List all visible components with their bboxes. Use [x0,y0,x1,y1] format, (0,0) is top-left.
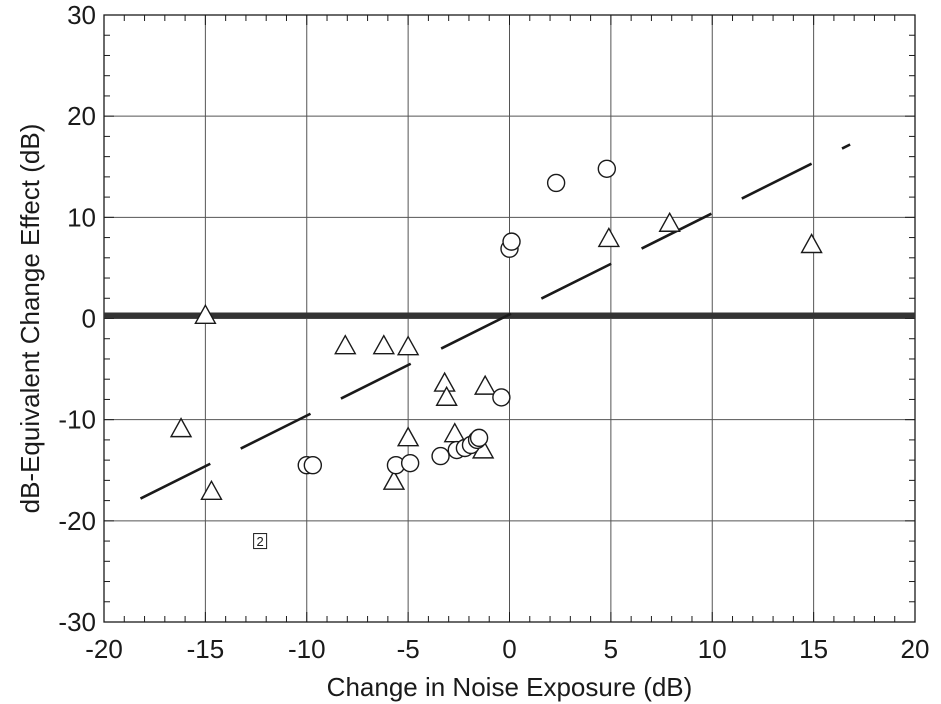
triangle-point [382,469,406,490]
x-axis-title: Change in Noise Exposure (dB) [327,672,693,702]
y-tick-label: -30 [58,607,96,637]
triangle-point [800,233,823,254]
x-tick-label: -15 [187,634,225,664]
x-tick-label: 0 [502,634,516,664]
triangle-point [200,479,223,501]
minor-ticks [103,14,916,623]
grid-lines [103,14,916,623]
y-tick-label: 10 [67,202,96,232]
reference-lines [104,143,915,500]
circle-point [546,173,566,193]
plot-frame [103,14,916,623]
triangle-point [597,226,621,248]
circle-point [502,232,521,251]
y-axis-title: dB-Equivalent Change Effect (dB) [15,124,45,514]
triangle-point [396,426,420,447]
triangle-point [169,417,193,438]
circle-point [492,388,511,407]
x-tick-label: -5 [397,634,420,664]
x-tick-label: -20 [85,634,123,664]
circle-point [431,446,450,466]
circle-point [597,159,617,178]
x-tick-label: 5 [604,634,618,664]
triangle-point [372,334,395,355]
annotation-box [253,533,268,550]
circle-point [469,428,489,448]
y-tick-label: 20 [67,101,96,131]
triangle-point [194,303,217,325]
annotations: 2 [253,533,268,550]
circle-point [303,455,323,475]
triangle-point [396,335,420,356]
y-tick-label: -10 [58,405,96,435]
y-tick-label: -20 [58,506,96,536]
annotation-label: 2 [257,534,264,549]
triangle-point [658,211,681,232]
triangle-point [473,374,497,395]
circle-point [400,453,420,473]
triangle-point [334,334,357,355]
x-tick-label: 15 [799,634,828,664]
y-tick-label: 0 [82,304,96,334]
x-tick-label: 10 [698,634,727,664]
triangle-point [435,385,458,406]
x-tick-label: 20 [901,634,930,664]
trend-line-dashed [139,143,851,500]
y-tick-label: 30 [67,0,96,30]
x-tick-label: -10 [288,634,326,664]
data-markers [169,159,823,501]
